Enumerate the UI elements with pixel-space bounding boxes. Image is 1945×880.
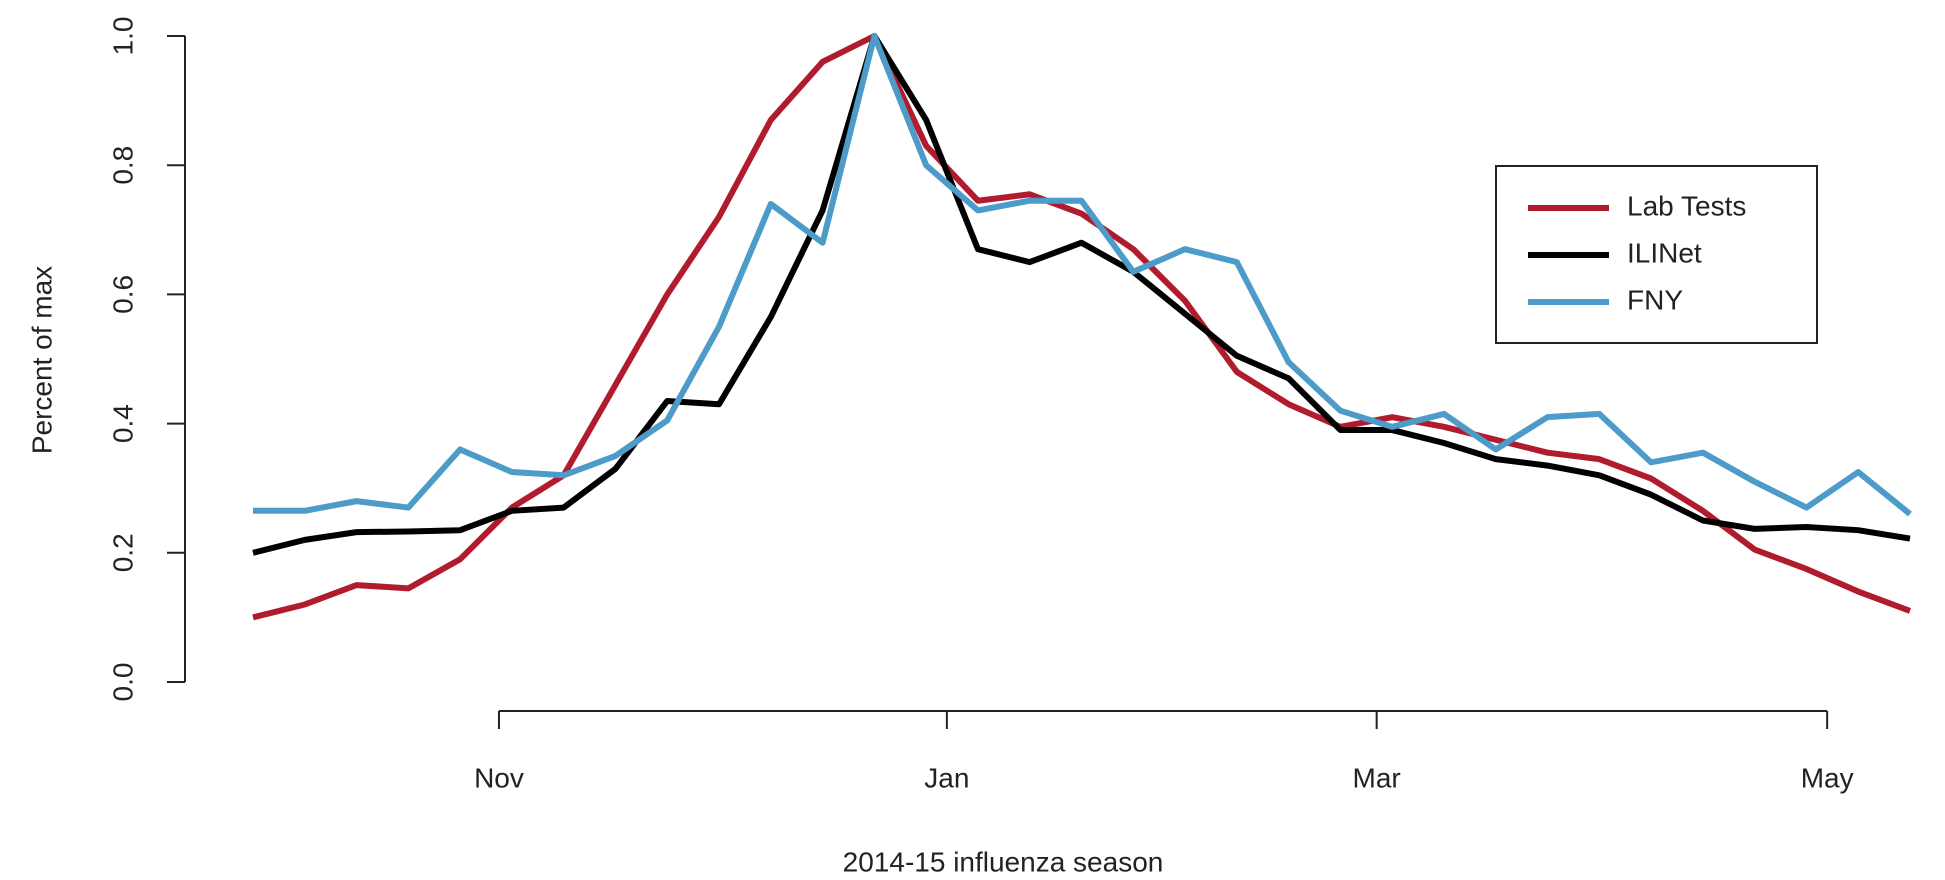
series-line <box>252 33 1911 556</box>
series-line <box>253 33 1912 517</box>
x-tick-label: May <box>1801 762 1854 793</box>
y-tick-label: 0.2 <box>107 533 138 572</box>
x-tick-label: Mar <box>1353 762 1401 793</box>
series-line <box>252 33 1912 621</box>
legend-label: Lab Tests <box>1627 190 1746 221</box>
y-axis-label: Percent of max <box>26 266 57 454</box>
x-tick-label: Jan <box>924 762 969 793</box>
y-tick-label: 0.6 <box>107 275 138 314</box>
y-tick-label: 0.8 <box>107 146 138 185</box>
y-tick-label: 1.0 <box>107 17 138 56</box>
x-tick-label: Nov <box>474 762 524 793</box>
y-tick-label: 0.4 <box>107 404 138 443</box>
legend-label: FNY <box>1627 284 1683 315</box>
y-tick-label: 0.0 <box>107 663 138 702</box>
legend-label: ILINet <box>1627 237 1702 268</box>
x-axis-label: 2014-15 influenza season <box>843 846 1164 877</box>
